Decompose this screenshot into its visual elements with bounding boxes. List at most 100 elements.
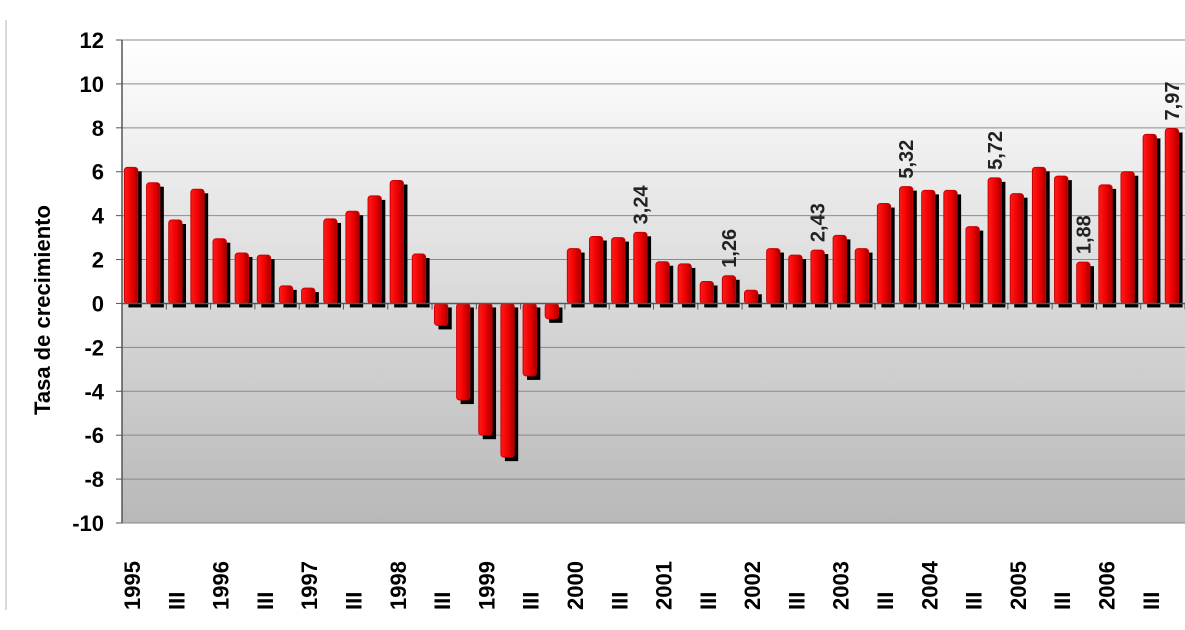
bar [611,237,629,308]
x-tick-label: III [253,592,278,610]
x-tick-label: III [607,592,632,610]
bar-body [544,302,559,320]
x-tick-label: 1996 [209,561,234,610]
x-tick-label: III [519,592,544,610]
data-label: 2,43 [808,203,830,242]
bar-body [1142,133,1157,304]
y-tick-label: 8 [92,116,104,141]
bar-body [1120,171,1135,304]
bar [1054,175,1072,308]
bar [234,252,253,308]
x-tick-label: 2001 [652,561,677,610]
bar-body [588,235,604,304]
y-tick-label: 2 [92,248,104,273]
bar-body [633,231,648,304]
bar [212,238,231,308]
bar-body [1164,127,1180,304]
bar [854,248,873,308]
bar [566,248,585,308]
bar-body [433,302,449,326]
x-tick-label: III [784,592,809,610]
bar-body [943,189,958,304]
bar-body [854,248,870,304]
y-tick-label: 4 [92,204,105,229]
bar [943,189,962,308]
y-tick-label: 0 [92,291,104,316]
bar-body [168,219,183,304]
bar-body [566,248,582,304]
bar [190,188,209,308]
bar [123,166,142,308]
bar-body [478,302,493,436]
bar-body [146,182,161,304]
bar-body [123,166,139,304]
bar [1142,133,1161,308]
bar [1164,127,1183,308]
bar-body [744,289,759,304]
y-tick-label: -4 [84,379,104,404]
y-tick-labels: 12 10 8 6 4 2 0 -2 -4 -6 -8 -10 [72,28,105,536]
bar-body [1009,193,1025,304]
x-tick-label: 1997 [297,561,322,610]
y-tick-label: -6 [84,423,104,448]
x-tick-label: III [430,592,455,610]
bar [633,231,652,308]
bar-body [899,186,914,304]
bar-body [611,237,626,304]
bar [899,186,917,308]
x-tick-label: III [873,592,898,610]
bar [832,234,851,308]
y-tick-label: -2 [84,335,104,360]
bar [256,254,275,308]
bar [323,218,342,308]
bar-body [699,281,715,304]
x-tick-label: 1999 [474,561,499,610]
x-tick-label: 2000 [563,561,588,610]
x-tick-label: 2005 [1006,561,1031,610]
bar-body [522,302,537,377]
bar [721,275,740,308]
bar-body [965,226,980,304]
bar-body [876,203,892,304]
bar [677,263,696,308]
x-tick-labels: 1995 III 1996 III 1997 III 1998 III 1999 III 2000 I… [120,560,1164,610]
bar-body [345,210,360,304]
bar [1031,166,1050,308]
x-tick-label: III [696,592,721,610]
bar [146,182,164,308]
x-tick-label: III [342,592,367,610]
bar-body [766,248,781,304]
bar [766,248,784,308]
y-tick-label: 6 [92,160,104,185]
bar [655,261,674,308]
data-labels: 3,24 1,26 2,43 5,32 5,72 1,88 7,97 [630,82,1184,268]
bar [168,219,187,308]
x-tick-label: 1995 [120,561,145,610]
bar [522,302,541,380]
x-tick-label: III [164,592,189,610]
bar-body [301,287,316,304]
y-axis-title: Tasa de crecimiento [30,205,55,415]
bar-body [788,254,803,304]
bar [411,253,430,308]
data-label: 3,24 [630,185,652,225]
bar [433,302,452,330]
y-tick-label: -10 [72,511,104,536]
data-label: 1,26 [719,229,741,268]
x-tick-label: 2004 [917,560,942,610]
data-label: 1,88 [1073,215,1095,254]
bar-body [389,180,404,304]
bar [876,203,895,308]
bar-body [234,252,249,304]
bar-body [721,275,737,304]
plot-area [122,40,1185,523]
bar [965,226,984,308]
x-tick-label: III [962,592,987,610]
bar [456,302,474,405]
bar [345,210,364,308]
bar [478,302,497,440]
data-label: 7,97 [1162,82,1184,121]
y-tick-label: 12 [80,28,104,53]
bar-body [921,189,936,304]
bar [500,302,519,462]
